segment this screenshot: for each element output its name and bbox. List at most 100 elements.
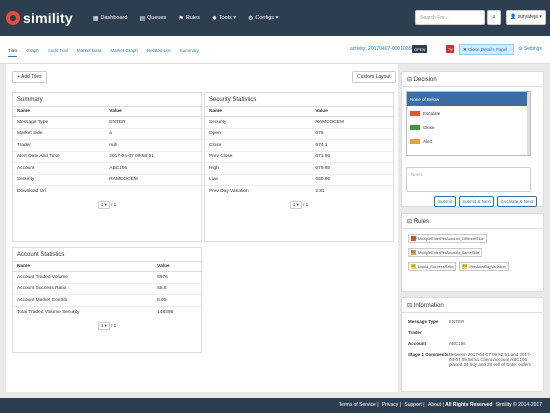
page-select[interactable]: 1 ▾ bbox=[289, 201, 302, 209]
decision-option[interactable]: Alert bbox=[407, 134, 530, 148]
decision-option[interactable]: Escalate bbox=[407, 106, 530, 120]
tab-summary[interactable]: Summary bbox=[179, 48, 199, 53]
pagination: 1 ▾ / 1 bbox=[205, 201, 393, 209]
custom-layout-button[interactable]: Custom Layout bbox=[352, 71, 396, 83]
top-navbar: simility ▦ Dashboard ▤ Queues ⚑ Rules ✸ Tool… bbox=[0, 0, 550, 36]
tab-graph[interactable]: Graph bbox=[26, 48, 39, 53]
nav-queues[interactable]: ▤ Queues bbox=[139, 15, 167, 22]
tab-market-graph[interactable]: Market Graph bbox=[110, 48, 138, 53]
add-tiles-button[interactable]: + Add Tiles bbox=[12, 71, 47, 83]
chevron-down-icon[interactable]: ⊟ bbox=[407, 303, 413, 309]
user-icon: 👤 bbox=[510, 14, 517, 20]
rules-icon: ⚑ bbox=[178, 15, 184, 22]
activity-id: activity: 20170407-000108580203 bbox=[350, 46, 426, 52]
account-statistics-panel: Account Statistics Name Value Account Tra… bbox=[12, 247, 202, 353]
page-select[interactable]: 1 ▾ bbox=[97, 201, 110, 209]
table-row: Account Success Ratio 58.6 bbox=[13, 282, 201, 295]
notes-field[interactable]: Notes bbox=[406, 167, 531, 192]
table-row: Trader null bbox=[13, 139, 201, 151]
column-header[interactable]: Name bbox=[205, 107, 312, 117]
summary-panel: Summary Name Value Message Type ENTER Mark… bbox=[12, 92, 202, 242]
decision-option[interactable]: None of Below bbox=[407, 92, 530, 106]
close-details-panel-button[interactable]: ✖ Close Details Panel bbox=[459, 44, 514, 55]
table-row: Download Url bbox=[13, 185, 201, 197]
column-header[interactable]: Name bbox=[13, 107, 106, 117]
privacy-link[interactable]: Privacy bbox=[381, 402, 399, 408]
details-panel: ⊟ Decision None of Below Escalate Close … bbox=[401, 64, 544, 392]
tab-market-data[interactable]: Market Data bbox=[76, 48, 102, 53]
rule-tag[interactable]: 10 Liquid_SuccessRatio bbox=[408, 262, 457, 271]
info-row: Message Type ENTER bbox=[408, 319, 465, 324]
info-row: Trader bbox=[408, 330, 422, 335]
table-row: Total Traded Volume Security 148398 bbox=[13, 305, 201, 318]
rule-tag[interactable]: 50 MultipleEnterPerAccount_SameSide bbox=[408, 248, 483, 257]
rule-tag[interactable]: 10 PreviousDayVariation bbox=[459, 262, 509, 271]
column-header[interactable]: Name bbox=[13, 262, 154, 272]
decision-option[interactable]: Close bbox=[407, 120, 530, 134]
nav-tools[interactable]: ✸ Tools ▾ bbox=[211, 15, 236, 22]
submit-next-button[interactable]: Submit & Next bbox=[459, 196, 494, 207]
column-header[interactable]: Value bbox=[153, 262, 201, 272]
column-header[interactable]: Value bbox=[311, 107, 393, 117]
column-header[interactable]: Value bbox=[105, 107, 201, 117]
account-statistics-table: Name Value Account Traded Volume 8976 Acco… bbox=[13, 262, 201, 318]
escalate-next-button[interactable]: Escalate & Next bbox=[497, 196, 537, 207]
about-link[interactable]: About bbox=[427, 402, 442, 408]
score-badge: 79 bbox=[446, 45, 455, 53]
decision-select[interactable]: None of Below Escalate Close Alert bbox=[406, 91, 531, 156]
table-row: Account ABC196 bbox=[13, 162, 201, 174]
table-row: High 679.85 bbox=[205, 162, 393, 174]
logo-text: simility bbox=[23, 10, 73, 26]
search-input[interactable]: Search For... bbox=[415, 10, 485, 25]
table-row: Security RAMCOCEM bbox=[13, 173, 201, 186]
table-row: Low 660.95 bbox=[205, 173, 393, 186]
table-row: Market Side a bbox=[13, 127, 201, 140]
logo-icon bbox=[6, 11, 20, 25]
rule-row: 50 MultipleEnterPerAccount_SameSide bbox=[408, 248, 543, 257]
table-row: Prev Close 671.95 bbox=[205, 150, 393, 163]
logo[interactable]: simility bbox=[6, 10, 73, 26]
submit-button[interactable]: Submit bbox=[434, 196, 456, 207]
table-row: Message Type ENTER bbox=[13, 116, 201, 128]
panel-title: ⊟ Information bbox=[402, 298, 543, 313]
tab-related-list[interactable]: Related List bbox=[146, 48, 171, 53]
search-button[interactable]: ⌕ bbox=[487, 10, 501, 25]
table-row: Open 676 bbox=[205, 127, 393, 140]
main-nav: ▦ Dashboard ▤ Queues ⚑ Rules ✸ Tools ▾ ⚙ Conf… bbox=[93, 15, 290, 22]
settings-link[interactable]: ⚙ Settings bbox=[518, 46, 542, 52]
info-row: Stage 1 Comments Between 2017-04-07 09:52… bbox=[408, 352, 532, 367]
tab-tiles[interactable]: Tiles bbox=[8, 48, 18, 57]
nav-dashboard[interactable]: ▦ Dashboard bbox=[92, 15, 128, 22]
color-swatch bbox=[410, 124, 420, 130]
pagination: 1 ▾ / 1 bbox=[13, 201, 201, 209]
rule-score: 10 bbox=[462, 264, 468, 269]
tab-audit-trail[interactable]: Audit Trail bbox=[47, 48, 68, 53]
info-row: Account ABC196 bbox=[408, 341, 466, 346]
support-link[interactable]: Support bbox=[404, 402, 422, 408]
sub-navbar: Tiles Graph Audit Trail Market Data Mark… bbox=[0, 36, 550, 64]
view-tabs: Tiles Graph Audit Trail Market Data Mark… bbox=[8, 48, 208, 57]
nav-rules[interactable]: ⚑ Rules bbox=[178, 15, 200, 22]
table-row: Alert Date And Time 2017-04-07 09:58:51 bbox=[13, 150, 201, 163]
chevron-down-icon[interactable]: ⊟ bbox=[407, 219, 413, 225]
footer: Terms of Service | Privacy | Support | A… bbox=[0, 398, 550, 413]
table-row: Account Market Contrib 6.05 bbox=[13, 294, 201, 306]
panel-title: ⊟ Rules bbox=[402, 214, 543, 229]
information-panel: ⊟ Information Message Type ENTER Trader A… bbox=[401, 297, 544, 392]
nav-configs[interactable]: ⚙ Configs ▾ bbox=[248, 15, 279, 22]
user-menu-button[interactable]: 👤 suryateja ▾ bbox=[506, 10, 546, 25]
terms-link[interactable]: Terms of Service bbox=[338, 402, 376, 408]
security-statistics-table: Name Value Security RAMCOCEM Open 676 Close… bbox=[205, 107, 393, 197]
tiles-area: + Add Tiles Custom Layout Summary Name Va… bbox=[6, 64, 398, 392]
brand-text: Simility © 2014-2017 bbox=[495, 402, 542, 408]
scrollbar[interactable] bbox=[527, 92, 530, 155]
chevron-down-icon[interactable]: ⊟ bbox=[407, 77, 413, 83]
rule-tag[interactable]: 100 MultipleEnterPerAccount_DifferentSide bbox=[408, 234, 487, 243]
table-row: Close 674.1 bbox=[205, 139, 393, 151]
panel-title: ⊟ Decision bbox=[402, 72, 543, 87]
table-row: Security RAMCOCEM bbox=[205, 116, 393, 128]
queue-icon: ▤ bbox=[139, 15, 146, 22]
search-icon: ⌕ bbox=[492, 14, 496, 21]
page-select[interactable]: 1 ▾ bbox=[97, 321, 110, 330]
status-badge: OPEN bbox=[412, 45, 428, 53]
